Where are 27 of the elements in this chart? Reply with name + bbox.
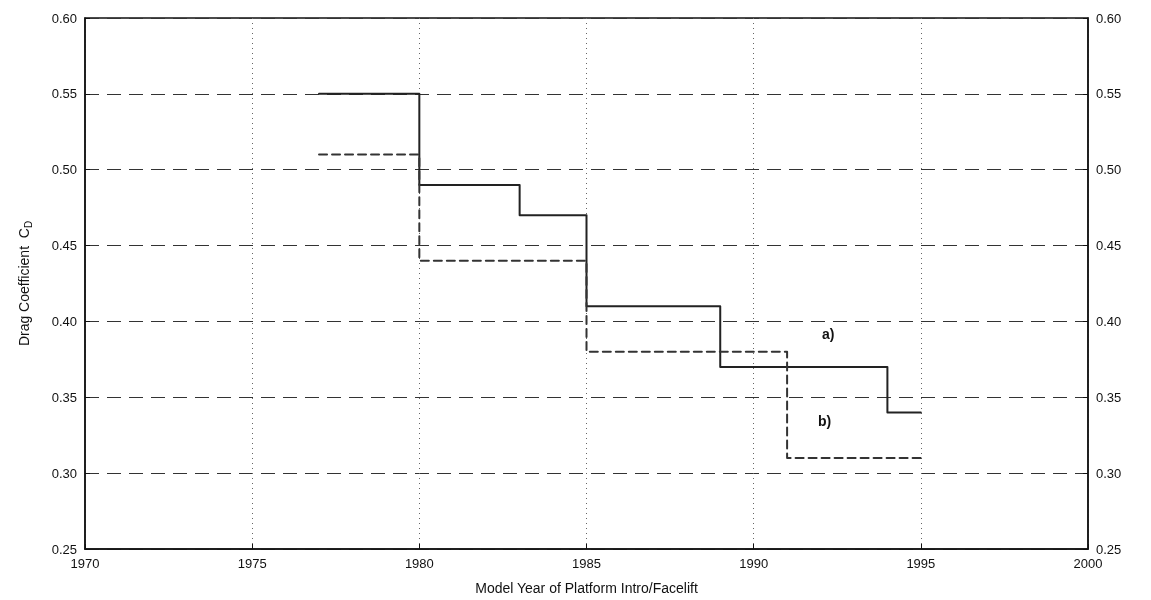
y-tick-label: 0.50 xyxy=(51,162,77,178)
y2-tick-label: 0.45 xyxy=(1096,238,1122,254)
x-axis-title: Model Year of Platform Intro/Facelift xyxy=(475,580,698,596)
x-tick-label: 1995 xyxy=(906,556,936,571)
y2-tick-label: 0.40 xyxy=(1096,313,1122,329)
x-tick-label: 1985 xyxy=(572,556,601,571)
x-tick-label: 1980 xyxy=(404,556,434,571)
y-axis-title: Drag Coefficient CD xyxy=(16,220,34,347)
y2-tick-label: 0.50 xyxy=(1096,162,1122,178)
y-tick-label: 0.40 xyxy=(51,313,77,329)
annotation: b) xyxy=(818,413,832,429)
y2-tick-label: 0.25 xyxy=(1096,541,1122,557)
x-tick-label: 1990 xyxy=(739,556,769,571)
x-tick-label: 1975 xyxy=(237,556,267,571)
annotation: a) xyxy=(822,326,835,342)
y2-tick-label: 0.60 xyxy=(1096,10,1122,26)
y2-tick-label: 0.35 xyxy=(1096,389,1122,405)
y2-tick-label: 0.30 xyxy=(1096,465,1122,481)
x-tick-label: 2000 xyxy=(1073,556,1103,571)
y-tick-label: 0.55 xyxy=(51,86,77,102)
x-tick-label: 1970 xyxy=(70,556,100,571)
y-tick-label: 0.60 xyxy=(51,10,77,26)
y-tick-label: 0.30 xyxy=(51,465,77,481)
y2-tick-label: 0.55 xyxy=(1096,86,1122,102)
y-tick-label: 0.25 xyxy=(51,541,77,557)
y-tick-label: 0.45 xyxy=(51,238,77,254)
y-tick-label: 0.35 xyxy=(51,389,77,405)
